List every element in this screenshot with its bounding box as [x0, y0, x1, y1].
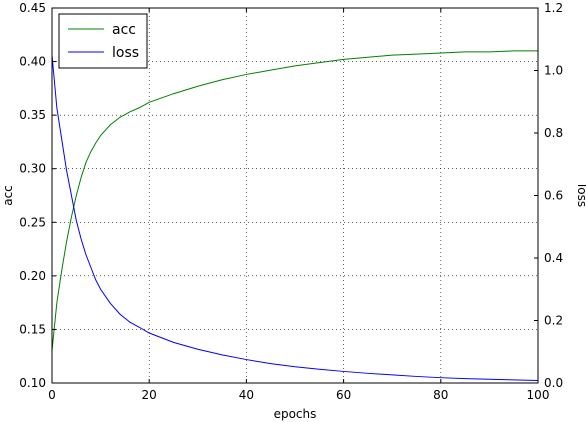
left-y-tick-label: 0.10 — [19, 376, 46, 390]
x-tick-label: 0 — [48, 388, 56, 402]
x-tick-label: 60 — [336, 388, 351, 402]
left-y-tick-label: 0.20 — [19, 269, 46, 283]
right-y-tick-label: 0.6 — [544, 189, 563, 203]
x-axis-label: epochs — [274, 407, 317, 421]
left-y-axis-ticks: 0.10 0.15 0.20 0.25 0.30 0.35 0.40 0.45 — [19, 1, 56, 390]
left-y-tick-label: 0.25 — [19, 215, 46, 229]
legend-box — [58, 13, 148, 69]
left-y-tick-label: 0.35 — [19, 108, 46, 122]
series-layer — [51, 50, 539, 381]
right-y-tick-label: 1.2 — [544, 1, 563, 15]
left-y-tick-label: 0.45 — [19, 1, 46, 15]
x-axis-ticks: 0 20 40 60 80 100 — [48, 8, 549, 402]
legend-label-loss: loss — [112, 45, 139, 61]
x-tick-label: 100 — [527, 388, 550, 402]
right-y-tick-label: 0.4 — [544, 251, 563, 265]
x-tick-label: 40 — [239, 388, 254, 402]
left-y-axis-label: acc — [1, 185, 15, 206]
x-tick-label: 20 — [142, 388, 157, 402]
right-y-axis-label: loss — [575, 184, 586, 207]
series-line-acc — [51, 50, 538, 351]
legend-label-acc: acc — [112, 22, 136, 38]
right-y-axis-ticks: 0.0 0.2 0.4 0.6 0.8 1.0 1.2 — [534, 1, 563, 390]
legend: acc loss — [58, 13, 148, 69]
left-y-tick-label: 0.15 — [19, 322, 46, 336]
right-y-tick-label: 0.0 — [544, 376, 563, 390]
x-tick-label: 80 — [433, 388, 448, 402]
right-y-tick-label: 0.2 — [544, 314, 563, 328]
left-y-tick-label: 0.40 — [19, 55, 46, 69]
left-y-tick-label: 0.30 — [19, 162, 46, 176]
right-y-tick-label: 0.8 — [544, 126, 563, 140]
series-line-loss — [51, 54, 539, 381]
right-y-tick-label: 1.0 — [544, 64, 563, 78]
